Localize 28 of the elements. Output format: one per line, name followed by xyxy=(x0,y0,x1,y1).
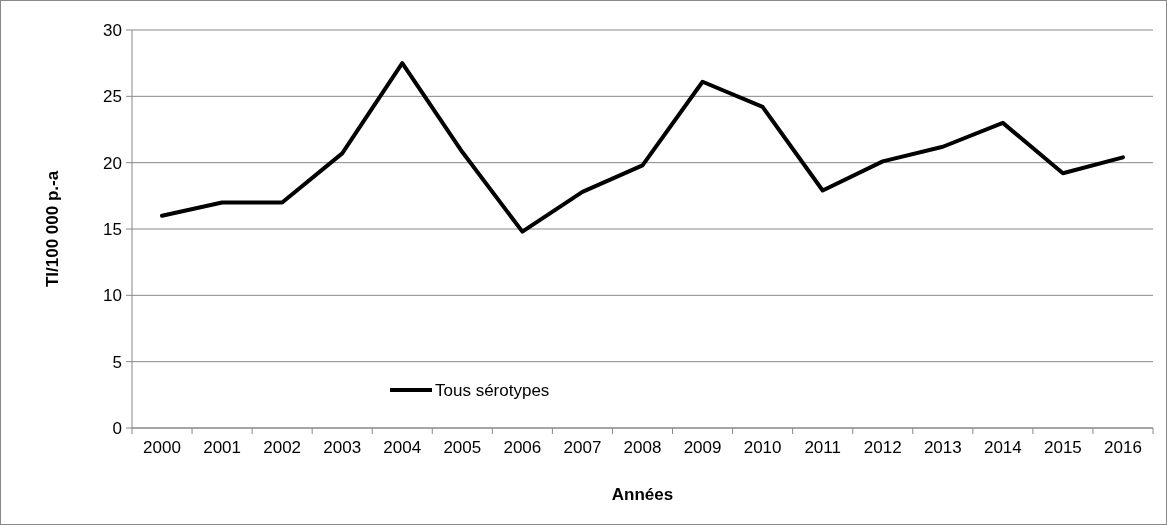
x-tick-label: 2008 xyxy=(623,438,662,457)
x-tick-label: 2001 xyxy=(203,438,241,457)
x-tick-label: 2009 xyxy=(683,438,722,457)
line-series xyxy=(160,61,1125,234)
y-tick-label: 25 xyxy=(103,87,122,107)
x-tick-label: 2007 xyxy=(563,438,602,457)
y-tick-label: 15 xyxy=(103,219,122,239)
x-tick-label: 2015 xyxy=(1044,438,1082,457)
y-tick-label: 5 xyxy=(112,352,122,372)
y-tick-label: 10 xyxy=(103,286,122,306)
x-tick-label: 2012 xyxy=(863,438,902,457)
x-tick-label: 2016 xyxy=(1104,438,1142,457)
x-tick-label: 2011 xyxy=(804,438,841,457)
y-axis-title: TI/100 000 p.-a xyxy=(43,170,62,288)
y-tick-label: 30 xyxy=(103,20,122,40)
x-tick-label: 2004 xyxy=(383,438,422,457)
x-tick-label: 2000 xyxy=(143,438,181,457)
x-tick-label: 2002 xyxy=(263,438,302,457)
y-tick-label: 20 xyxy=(103,153,122,173)
x-axis-title: Années xyxy=(611,485,674,504)
x-tick-label: 2005 xyxy=(443,438,482,457)
x-tick-label: 2006 xyxy=(503,438,542,457)
x-tick-label: 2013 xyxy=(923,438,962,457)
y-tick-label: 0 xyxy=(112,418,122,438)
legend-label: Tous sérotypes xyxy=(435,380,550,400)
x-tick-label: 2003 xyxy=(323,438,362,457)
x-tick-label: 2014 xyxy=(983,438,1022,457)
x-tick-label: 2010 xyxy=(743,438,782,457)
